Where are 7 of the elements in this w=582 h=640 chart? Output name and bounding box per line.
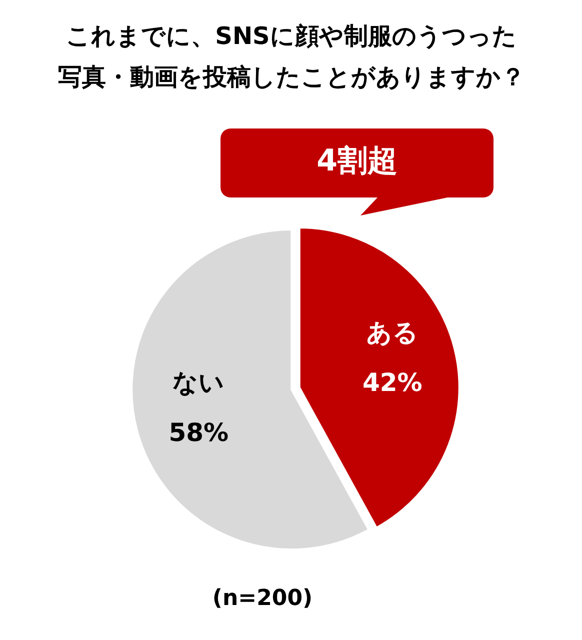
text: 4割超: [316, 144, 398, 178]
slice-label: ある: [366, 318, 418, 348]
chart-title: これまでに、SNSに顔や制服のうつった写真・動画を投稿したことがありますか？: [58, 22, 525, 91]
text: (n=200): [212, 586, 313, 611]
slice-label: ない: [172, 368, 225, 397]
data-label: 58%: [168, 418, 229, 447]
data-label: 42%: [362, 368, 422, 398]
